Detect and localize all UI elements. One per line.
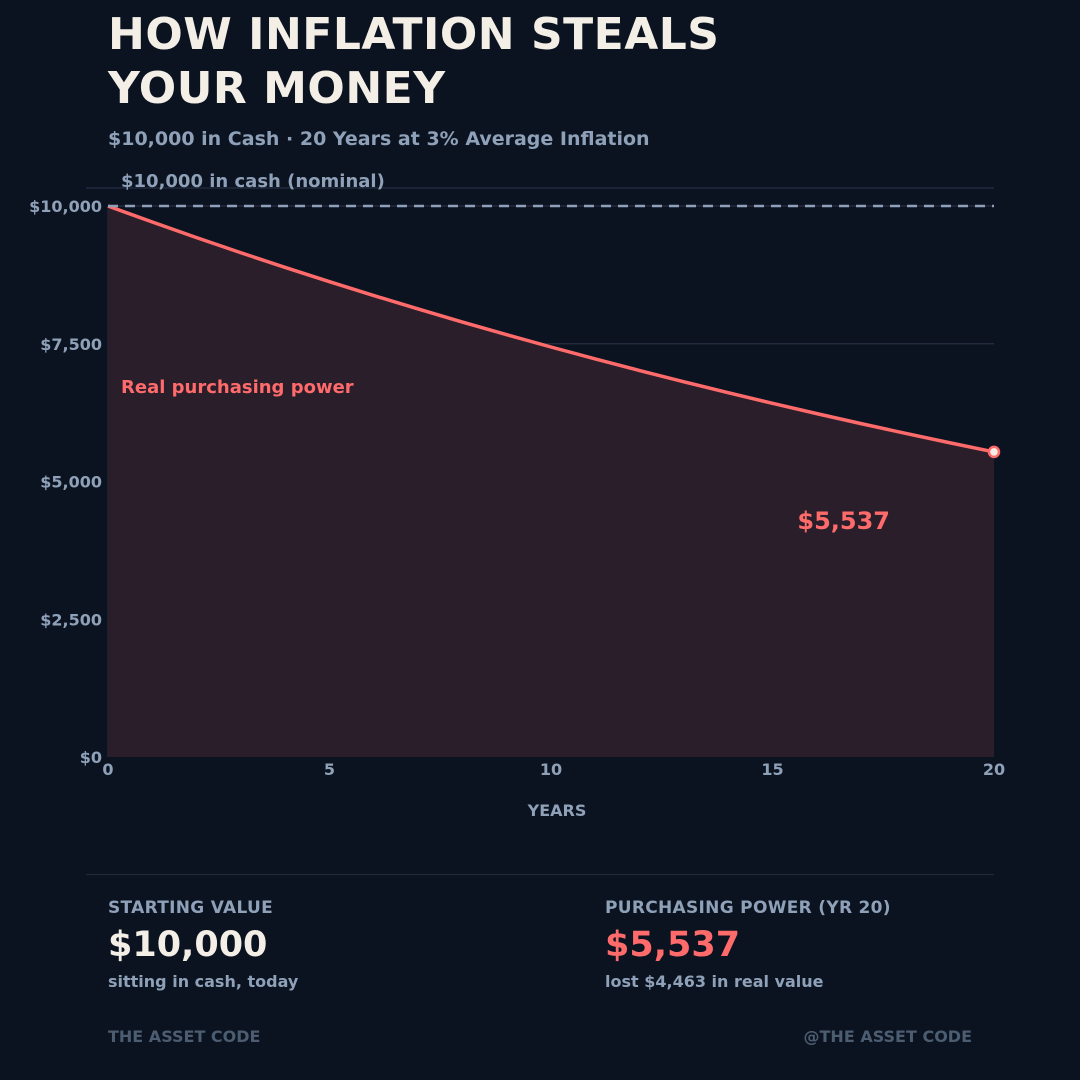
nominal-reference-label: $10,000 in cash (nominal) — [121, 171, 385, 192]
y-tick-label: $2,500 — [40, 610, 102, 629]
inflation-chart: $0 $2,500 $5,000 $7,500 $10,000 0 5 10 15 20 $10… — [29, 171, 1005, 820]
x-tick-label: 15 — [761, 760, 783, 779]
purchasing-power-line — [107, 204, 995, 454]
end-value-label: $5,537 — [797, 507, 890, 535]
y-tick-label: $0 — [80, 748, 102, 767]
x-tick-label: 10 — [540, 760, 562, 779]
y-tick-label: $7,500 — [40, 335, 102, 354]
stat-label: PURCHASING POWER (YR 20) — [605, 898, 891, 918]
x-tick-label: 20 — [983, 760, 1005, 779]
stat-value: $10,000 — [108, 925, 268, 965]
stat-purchasing-power: PURCHASING POWER (YR 20) $5,537 lost $4,… — [605, 898, 891, 991]
x-axis-ticks: 0 5 10 15 20 — [102, 760, 1005, 779]
y-tick-label: $10,000 — [29, 197, 102, 216]
subtitle: $10,000 in Cash · 20 Years at 3% Average… — [108, 128, 650, 150]
footer-handle: @THE ASSET CODE — [803, 1027, 972, 1046]
stat-starting-value: STARTING VALUE $10,000 sitting in cash, … — [108, 898, 298, 991]
y-tick-label: $5,000 — [40, 473, 102, 492]
title-line-2: YOUR MONEY — [108, 63, 446, 114]
series-annotation: Real purchasing power — [121, 377, 354, 398]
title-line-1: HOW INFLATION STEALS — [108, 9, 720, 60]
stat-note: sitting in cash, today — [108, 972, 299, 991]
x-tick-label: 5 — [324, 760, 335, 779]
end-point-marker — [987, 445, 1001, 459]
x-axis-title: YEARS — [527, 801, 587, 820]
footer-brand: THE ASSET CODE — [108, 1027, 261, 1046]
y-axis-ticks: $0 $2,500 $5,000 $7,500 $10,000 — [29, 197, 102, 767]
page-title: HOW INFLATION STEALS YOUR MONEY — [108, 8, 1008, 116]
stats-divider — [86, 874, 994, 875]
stat-note: lost $4,463 in real value — [605, 972, 824, 991]
purchasing-power-area — [108, 206, 994, 757]
stat-value: $5,537 — [605, 925, 741, 965]
stat-label: STARTING VALUE — [108, 898, 274, 918]
x-tick-label: 0 — [102, 760, 113, 779]
